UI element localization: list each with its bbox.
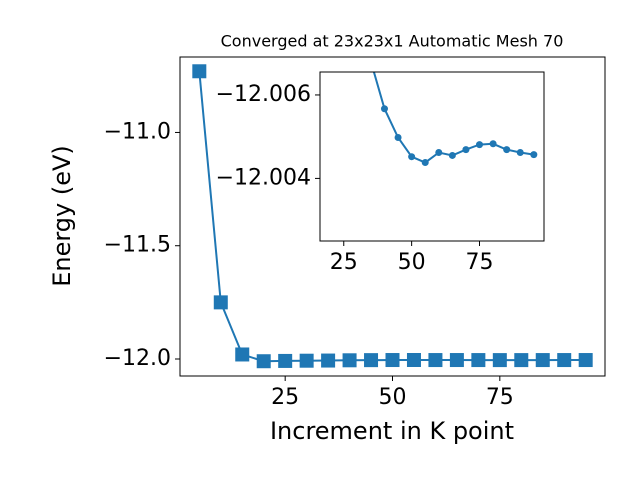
marker — [192, 64, 207, 79]
y-tick-label: −12.004 — [216, 165, 311, 190]
y-axis-label: Energy (eV) — [48, 145, 76, 287]
y-tick-label: −11.0 — [104, 119, 171, 144]
marker — [492, 353, 507, 368]
axes-frame — [179, 56, 606, 377]
marker — [408, 153, 416, 161]
x-axis-label: Increment in K point — [270, 417, 514, 445]
marker — [213, 295, 228, 310]
marker — [380, 105, 388, 113]
marker — [435, 149, 443, 157]
marker — [471, 353, 486, 368]
plot-content — [192, 64, 593, 369]
marker — [530, 151, 538, 159]
marker — [503, 146, 511, 154]
series-line — [372, 72, 534, 164]
marker — [476, 141, 484, 149]
y-tick-label: −12.006 — [216, 82, 311, 107]
chart-title: Converged at 23x23x1 Automatic Mesh 70 — [221, 32, 564, 51]
marker — [535, 353, 550, 368]
marker — [256, 354, 271, 369]
marker — [489, 140, 497, 148]
marker — [364, 353, 379, 368]
x-tick-label: 75 — [466, 250, 494, 275]
marker — [278, 353, 293, 368]
x-tick-label: 25 — [271, 385, 299, 410]
marker — [235, 347, 250, 362]
marker — [516, 149, 524, 157]
marker — [514, 353, 529, 368]
marker — [394, 134, 402, 142]
x-tick-label: 25 — [330, 250, 358, 275]
marker — [385, 353, 400, 368]
marker — [449, 353, 464, 368]
axes-frame — [319, 71, 545, 242]
marker — [578, 353, 593, 368]
marker — [406, 353, 421, 368]
marker — [321, 353, 336, 368]
plot-content — [372, 72, 538, 167]
x-tick-label: 50 — [398, 250, 426, 275]
marker — [342, 353, 357, 368]
x-tick-label: 50 — [379, 385, 407, 410]
marker — [421, 159, 429, 167]
y-tick-label: −11.5 — [104, 233, 171, 258]
marker — [557, 353, 572, 368]
x-tick-label: 75 — [486, 385, 514, 410]
marker — [462, 146, 470, 154]
y-tick-label: −12.0 — [104, 346, 171, 371]
marker — [448, 151, 456, 159]
marker — [299, 353, 314, 368]
marker — [428, 353, 443, 368]
